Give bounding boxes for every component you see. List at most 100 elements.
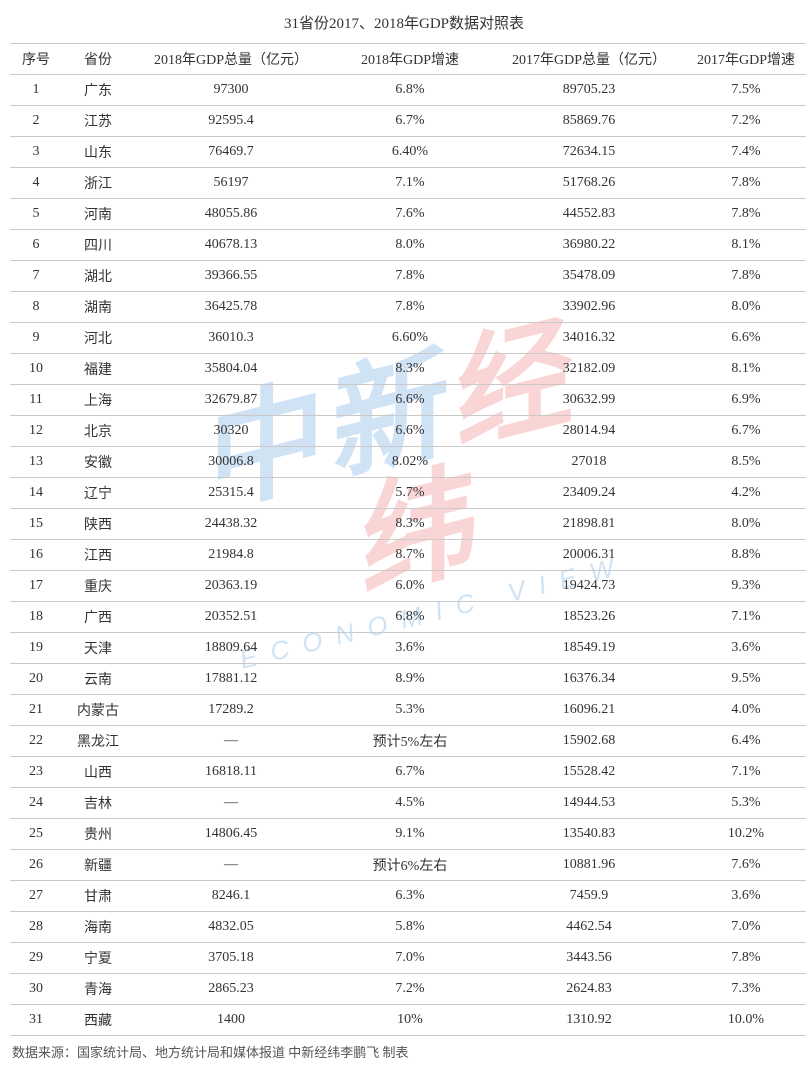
cell-prov: 江苏 (62, 106, 134, 137)
cell-rank: 1 (10, 75, 62, 106)
cell-gdp2018: 8246.1 (134, 881, 328, 912)
cell-gr2017: 7.4% (686, 137, 806, 168)
cell-gdp2018: 17289.2 (134, 695, 328, 726)
cell-prov: 贵州 (62, 819, 134, 850)
cell-gdp2017: 21898.81 (492, 509, 686, 540)
table-row: 14辽宁25315.45.7%23409.244.2% (10, 478, 806, 509)
cell-prov: 广西 (62, 602, 134, 633)
cell-gdp2017: 7459.9 (492, 881, 686, 912)
col-gr2018: 2018年GDP增速 (328, 44, 492, 75)
cell-gr2018: 7.1% (328, 168, 492, 199)
cell-gdp2017: 23409.24 (492, 478, 686, 509)
cell-prov: 青海 (62, 974, 134, 1005)
cell-gr2018: 8.0% (328, 230, 492, 261)
cell-gr2018: 7.8% (328, 261, 492, 292)
cell-gr2017: 9.5% (686, 664, 806, 695)
table-footer: 数据来源：国家统计局、地方统计局和媒体报道 中新经纬李鹏飞 制表 (10, 1036, 798, 1063)
cell-prov: 湖北 (62, 261, 134, 292)
cell-rank: 3 (10, 137, 62, 168)
cell-rank: 25 (10, 819, 62, 850)
table-row: 16江西21984.88.7%20006.318.8% (10, 540, 806, 571)
cell-rank: 19 (10, 633, 62, 664)
cell-gr2017: 3.6% (686, 633, 806, 664)
cell-gr2018: 7.8% (328, 292, 492, 323)
cell-rank: 22 (10, 726, 62, 757)
cell-gdp2017: 18549.19 (492, 633, 686, 664)
cell-rank: 10 (10, 354, 62, 385)
table-row: 21内蒙古17289.25.3%16096.214.0% (10, 695, 806, 726)
cell-rank: 2 (10, 106, 62, 137)
cell-prov: 福建 (62, 354, 134, 385)
cell-prov: 上海 (62, 385, 134, 416)
table-row: 22黑龙江—预计5%左右15902.686.4% (10, 726, 806, 757)
table-row: 28海南4832.055.8%4462.547.0% (10, 912, 806, 943)
cell-gdp2017: 15902.68 (492, 726, 686, 757)
cell-rank: 15 (10, 509, 62, 540)
cell-gdp2017: 36980.22 (492, 230, 686, 261)
cell-prov: 湖南 (62, 292, 134, 323)
cell-prov: 山西 (62, 757, 134, 788)
cell-gdp2017: 1310.92 (492, 1005, 686, 1036)
cell-rank: 28 (10, 912, 62, 943)
cell-gr2018: 7.2% (328, 974, 492, 1005)
cell-gdp2018: 35804.04 (134, 354, 328, 385)
table-row: 13安徽30006.88.02%270188.5% (10, 447, 806, 478)
cell-gr2017: 7.0% (686, 912, 806, 943)
table-row: 7湖北39366.557.8%35478.097.8% (10, 261, 806, 292)
cell-gdp2017: 16096.21 (492, 695, 686, 726)
table-row: 18广西20352.516.8%18523.267.1% (10, 602, 806, 633)
cell-gdp2017: 44552.83 (492, 199, 686, 230)
cell-gr2017: 7.5% (686, 75, 806, 106)
cell-prov: 宁夏 (62, 943, 134, 974)
cell-gdp2017: 3443.56 (492, 943, 686, 974)
cell-gr2017: 7.8% (686, 168, 806, 199)
cell-gr2018: 3.6% (328, 633, 492, 664)
cell-gr2017: 7.8% (686, 261, 806, 292)
table-row: 29宁夏3705.187.0%3443.567.8% (10, 943, 806, 974)
cell-prov: 河南 (62, 199, 134, 230)
cell-gdp2018: 97300 (134, 75, 328, 106)
cell-gdp2018: 56197 (134, 168, 328, 199)
cell-prov: 新疆 (62, 850, 134, 881)
cell-gr2017: 7.6% (686, 850, 806, 881)
table-row: 17重庆20363.196.0%19424.739.3% (10, 571, 806, 602)
cell-gdp2017: 14944.53 (492, 788, 686, 819)
cell-gdp2018: 17881.12 (134, 664, 328, 695)
cell-gr2018: 6.8% (328, 602, 492, 633)
cell-gr2018: 5.8% (328, 912, 492, 943)
cell-gr2017: 5.3% (686, 788, 806, 819)
cell-gr2017: 7.8% (686, 199, 806, 230)
cell-gdp2018: 1400 (134, 1005, 328, 1036)
cell-gdp2017: 30632.99 (492, 385, 686, 416)
table-row: 25贵州14806.459.1%13540.8310.2% (10, 819, 806, 850)
cell-gdp2018: 48055.86 (134, 199, 328, 230)
cell-gr2018: 5.3% (328, 695, 492, 726)
cell-rank: 17 (10, 571, 62, 602)
cell-gdp2017: 10881.96 (492, 850, 686, 881)
cell-gdp2018: 18809.64 (134, 633, 328, 664)
cell-gr2018: 6.40% (328, 137, 492, 168)
table-row: 19天津18809.643.6%18549.193.6% (10, 633, 806, 664)
cell-prov: 辽宁 (62, 478, 134, 509)
cell-gdp2018: 30006.8 (134, 447, 328, 478)
cell-prov: 陕西 (62, 509, 134, 540)
table-row: 1广东973006.8%89705.237.5% (10, 75, 806, 106)
cell-gdp2018: — (134, 850, 328, 881)
cell-gr2017: 8.0% (686, 292, 806, 323)
cell-gr2017: 7.3% (686, 974, 806, 1005)
cell-rank: 14 (10, 478, 62, 509)
cell-prov: 河北 (62, 323, 134, 354)
cell-gr2018: 8.9% (328, 664, 492, 695)
table-row: 27甘肃8246.16.3%7459.93.6% (10, 881, 806, 912)
cell-gdp2017: 28014.94 (492, 416, 686, 447)
cell-gr2017: 4.0% (686, 695, 806, 726)
cell-rank: 23 (10, 757, 62, 788)
cell-gr2017: 6.9% (686, 385, 806, 416)
cell-gr2017: 10.0% (686, 1005, 806, 1036)
gdp-table: 序号 省份 2018年GDP总量（亿元） 2018年GDP增速 2017年GDP… (10, 43, 806, 1036)
cell-gdp2018: 92595.4 (134, 106, 328, 137)
cell-prov: 重庆 (62, 571, 134, 602)
cell-prov: 四川 (62, 230, 134, 261)
cell-gr2018: 6.7% (328, 106, 492, 137)
cell-prov: 山东 (62, 137, 134, 168)
